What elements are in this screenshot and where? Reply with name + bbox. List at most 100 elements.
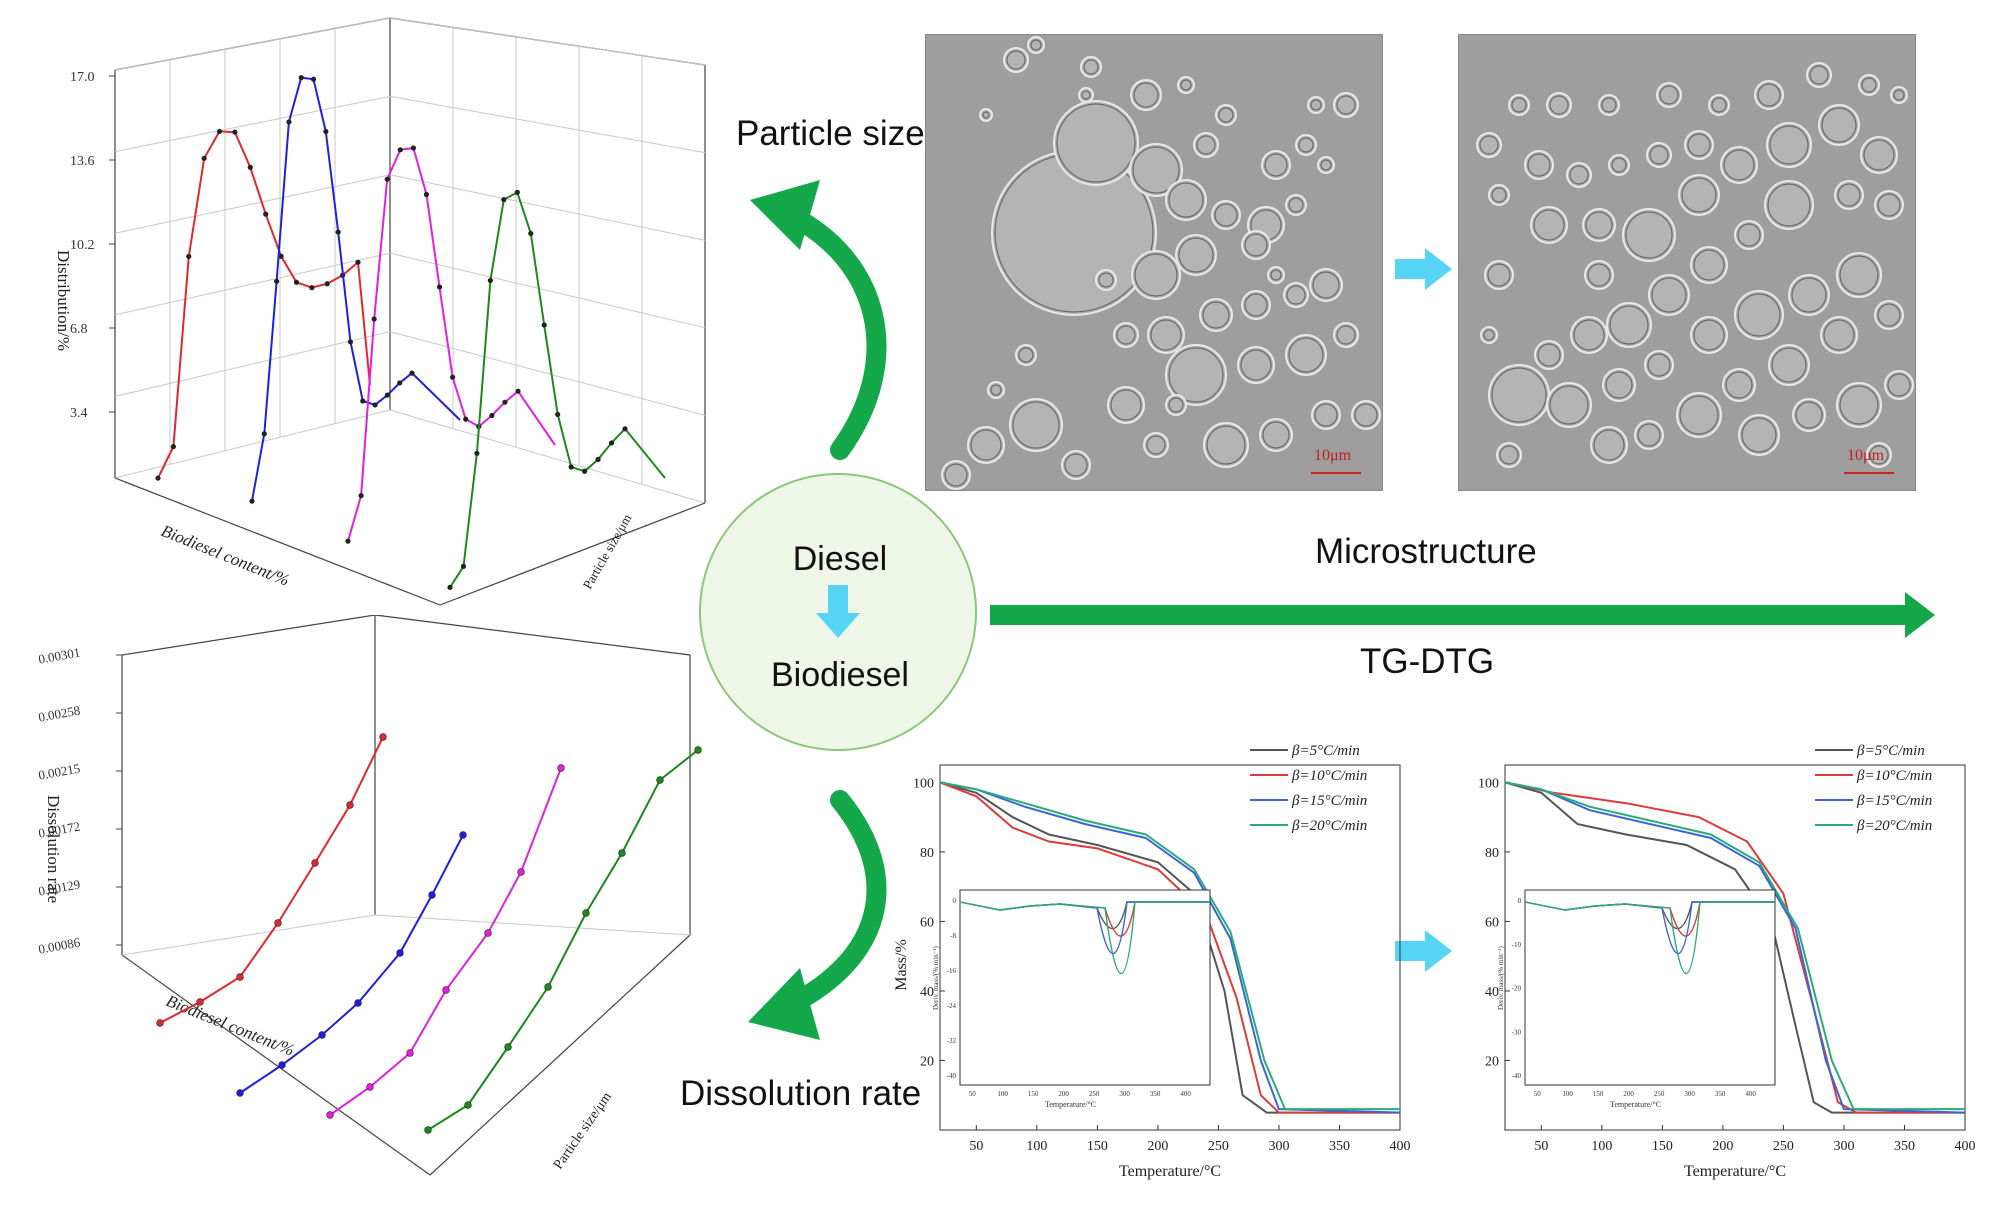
x-tick-label: 300 xyxy=(1833,1139,1854,1154)
droplet-edge xyxy=(1286,285,1306,305)
droplet xyxy=(1820,316,1858,354)
inset-x-tick-label: 150 xyxy=(1593,1090,1604,1098)
data-point xyxy=(324,281,330,287)
grid-line xyxy=(389,331,706,416)
droplet-edge xyxy=(1861,77,1877,93)
droplet-edge xyxy=(1499,445,1519,465)
x-tick-label: 50 xyxy=(969,1139,983,1154)
droplet-edge xyxy=(1651,277,1687,313)
droplet-edge xyxy=(1081,90,1091,100)
droplet xyxy=(1678,174,1720,216)
droplet-edge xyxy=(1609,305,1649,345)
grid-line xyxy=(114,17,391,71)
data-point xyxy=(379,733,387,741)
droplet-edge xyxy=(1354,403,1378,427)
droplet-edge xyxy=(1168,347,1224,403)
droplet xyxy=(1590,426,1628,464)
droplet-edge xyxy=(1569,165,1589,185)
y-tick-label: 100 xyxy=(913,776,934,791)
droplet xyxy=(1764,180,1814,230)
data-point xyxy=(450,374,456,380)
tg-curve xyxy=(1504,781,1965,1114)
legend-label: β=10°C/min xyxy=(1291,768,1367,784)
data-point xyxy=(186,253,192,260)
droplet xyxy=(941,460,971,490)
data-point xyxy=(555,411,561,418)
droplet-edge xyxy=(1511,97,1527,113)
data-point xyxy=(397,147,403,153)
x-tick-label: 50 xyxy=(1534,1139,1548,1154)
droplet xyxy=(1130,79,1162,111)
inset-y-tick-label: -10 xyxy=(1512,941,1522,949)
legend-label: β=20°C/min xyxy=(1291,818,1367,834)
droplet xyxy=(1836,382,1882,428)
droplet xyxy=(1676,392,1722,438)
inset-x-tick-label: 100 xyxy=(997,1090,1008,1098)
droplet xyxy=(1267,266,1285,284)
droplet xyxy=(1259,418,1293,452)
scale-label: 10μm xyxy=(1314,447,1352,464)
x-axis xyxy=(121,954,431,1176)
grid-line xyxy=(389,174,706,241)
inset-y-tick-label: -16 xyxy=(947,967,957,975)
droplet xyxy=(1165,179,1207,221)
data-point xyxy=(694,746,702,754)
grid-line xyxy=(114,331,391,397)
droplet-edge xyxy=(1725,371,1753,399)
tg-curve xyxy=(939,781,1400,1114)
data-point xyxy=(371,316,377,322)
data-point xyxy=(622,426,628,432)
data-point xyxy=(410,145,416,151)
inset-y-axis-label: Deriv. mass/(% min⁻¹) xyxy=(932,945,940,1010)
droplet-edge xyxy=(1262,421,1290,449)
data-point xyxy=(156,1019,164,1027)
x-tick-label: 400 xyxy=(1390,1139,1411,1154)
droplet xyxy=(1768,344,1810,386)
droplet-edge xyxy=(1244,233,1268,257)
droplet xyxy=(1211,200,1241,230)
x-tick-label: 100 xyxy=(1591,1139,1612,1154)
droplet-edge xyxy=(1637,423,1661,447)
droplet-edge xyxy=(1877,193,1901,217)
droplet xyxy=(1644,350,1674,380)
droplet xyxy=(1129,143,1183,197)
droplet-edge xyxy=(1178,237,1214,273)
inset-y-tick-label: -32 xyxy=(947,1037,957,1045)
dissolution-rate-chart: 0.00086 0.00129 0.00172 0.00215 0.00258 0.003… xyxy=(37,615,702,1176)
grid-line xyxy=(389,17,706,66)
legend-label: β=15°C/min xyxy=(1291,793,1367,809)
droplet-edge xyxy=(1791,277,1827,313)
grid-line xyxy=(114,95,391,153)
inset-y-tick-label: -40 xyxy=(1512,1072,1522,1080)
data-point xyxy=(263,211,269,217)
center-label-biodiesel: Biodiesel xyxy=(771,656,909,694)
data-point xyxy=(201,155,207,161)
droplet-edge xyxy=(1336,95,1356,115)
plot-frame xyxy=(1504,764,1966,1131)
x-tick-label: 350 xyxy=(1329,1139,1350,1154)
y-tick-label: 80 xyxy=(920,846,934,861)
y-tick-label: 40 xyxy=(1485,985,1499,1000)
data-point xyxy=(318,1031,326,1039)
legend-label: β=20°C/min xyxy=(1856,818,1932,834)
droplet-edge xyxy=(1491,367,1547,423)
data-point xyxy=(489,412,495,419)
data-point xyxy=(196,998,204,1006)
data-point xyxy=(286,119,292,125)
tg-curve xyxy=(939,781,1401,1114)
droplet-edge xyxy=(1064,453,1088,477)
droplet-edge xyxy=(1693,319,1725,351)
y-tick-label: 10.2 xyxy=(70,238,95,253)
droplet xyxy=(1199,298,1233,332)
droplet-edge xyxy=(1533,209,1565,241)
data-point xyxy=(310,76,317,82)
y-tick-label: 13.6 xyxy=(70,154,95,169)
droplet-edge xyxy=(1206,425,1246,465)
label-dissolution-rate: Dissolution rate xyxy=(680,1074,922,1113)
data-point xyxy=(278,253,284,259)
inset-y-axis-label: Deriv. mass/(% min⁻¹) xyxy=(1497,945,1505,1010)
inset-x-tick-label: 150 xyxy=(1028,1090,1039,1098)
data-point xyxy=(541,322,547,328)
